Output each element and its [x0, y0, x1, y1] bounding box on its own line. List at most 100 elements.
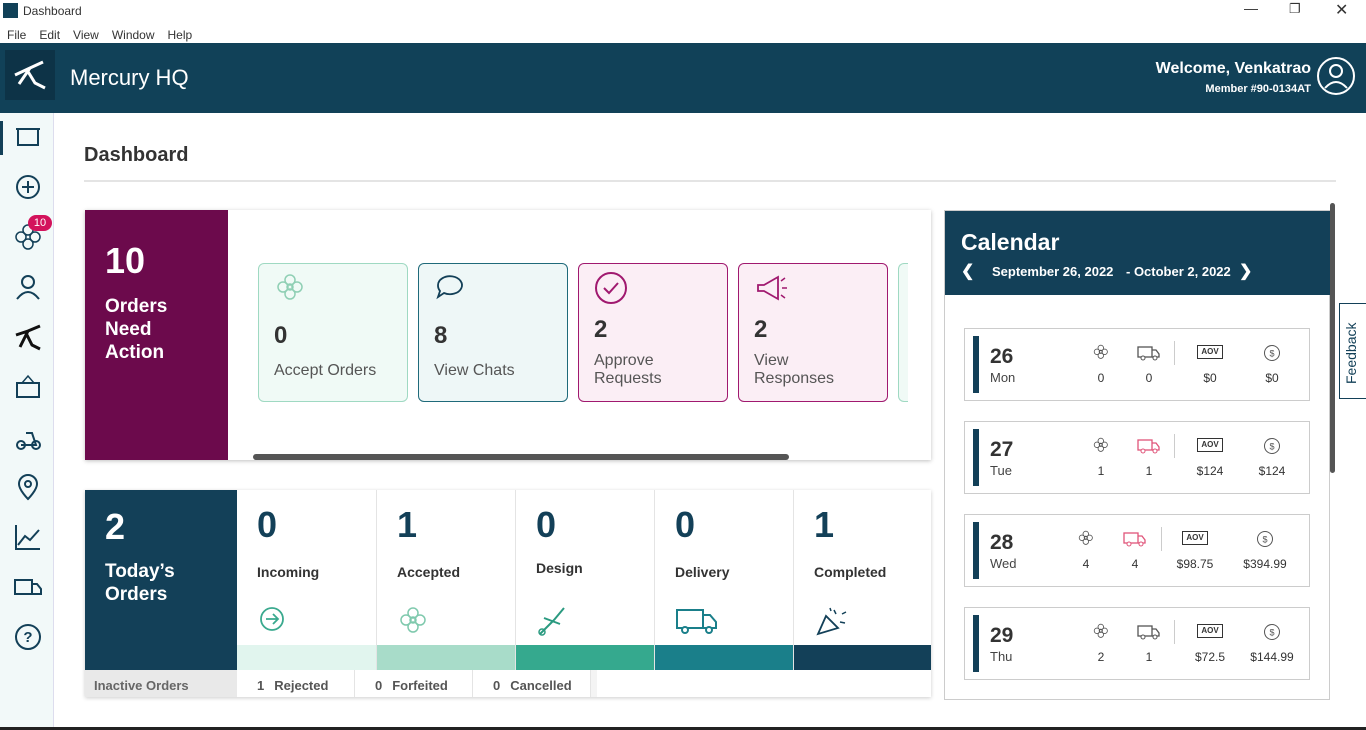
nav-icon[interactable]: [12, 321, 44, 358]
stage-label: Design: [536, 560, 583, 576]
inactive-item[interactable]: 0 Cancelled: [473, 670, 591, 697]
day-revenue: $124: [1258, 464, 1286, 478]
inactive-count: 0: [493, 678, 501, 693]
stage-label: Accepted: [397, 564, 461, 580]
day-bar: [973, 429, 979, 486]
tile-partial: [898, 263, 908, 402]
calendar-day[interactable]: 28 Wed AOV $4 4 $98.75 $394.99: [964, 514, 1310, 587]
stage-bar: [794, 645, 931, 670]
user-icon[interactable]: [1316, 56, 1356, 96]
stage-icon: [397, 604, 429, 641]
action-panel: 10 Orders Need Action 0 Accept Orders 8 Vie…: [85, 210, 931, 460]
nav-icon[interactable]: [12, 371, 44, 408]
aov-icon: AOV: [1197, 438, 1223, 452]
inactive-row: Inactive Orders: [85, 670, 237, 697]
nav-icon[interactable]: ?: [12, 621, 44, 658]
day-deliveries: 1: [1145, 650, 1153, 664]
day-aov: $98.75: [1176, 557, 1214, 571]
divider: [1174, 620, 1175, 644]
menu-item[interactable]: File: [7, 28, 27, 42]
range-start: September 26, 2022: [992, 264, 1114, 279]
action-tile[interactable]: 8 View Chats: [418, 263, 568, 402]
window-title: Dashboard: [23, 4, 82, 18]
menu-item[interactable]: Window: [111, 28, 155, 42]
day-date: 26: [990, 345, 1014, 368]
stage[interactable]: 0 Delivery: [654, 490, 794, 670]
restore[interactable]: ❐: [1289, 1, 1301, 16]
day-weekday: Tue: [990, 463, 1012, 478]
tile-icon: [754, 271, 788, 310]
close[interactable]: ✕: [1335, 2, 1349, 19]
stage-label: Incoming: [257, 564, 320, 580]
calendar-day[interactable]: 26 Mon AOV $0 0 $0 $0: [964, 328, 1310, 401]
welcome: Welcome, Venkatrao: [1155, 60, 1311, 77]
day-bar: [973, 522, 979, 579]
minimize[interactable]: —: [1244, 0, 1258, 16]
stage-icon: [257, 604, 287, 639]
day-weekday: Wed: [990, 556, 1017, 571]
calendar-day[interactable]: 27 Tue AOV $1 1 $124 $124: [964, 421, 1310, 494]
tile-label: View Chats: [434, 362, 515, 379]
menu-item[interactable]: Edit: [39, 28, 61, 42]
app-icon: [3, 3, 18, 18]
aov-icon: AOV: [1197, 624, 1223, 638]
stage[interactable]: 1 Completed: [793, 490, 931, 670]
calendar-header: Calendar ❮ September 26, 2022 - October …: [945, 211, 1331, 295]
calendar-day[interactable]: 29 Thu AOV $2 1 $72.5 $144.99: [964, 607, 1310, 680]
orders-icon: [1092, 436, 1110, 456]
day-revenue: $394.99: [1243, 557, 1287, 571]
next-week[interactable]: ❯: [1239, 263, 1253, 280]
stage[interactable]: 0 Incoming: [237, 490, 376, 670]
day-weekday: Mon: [990, 370, 1016, 385]
day-date: 28: [990, 531, 1014, 554]
stage[interactable]: 0 Design: [515, 490, 655, 670]
header: Mercury HQ Welcome, Venkatrao Member #90…: [0, 43, 1366, 113]
day-orders: 2: [1097, 650, 1105, 664]
menu-item[interactable]: View: [73, 28, 99, 42]
action-tile[interactable]: 2 View Responses: [738, 263, 888, 402]
inactive-item[interactable]: 0 Forfeited: [355, 670, 473, 697]
tile-count: 2: [754, 316, 768, 343]
day-date: 27: [990, 438, 1014, 461]
inactive-item[interactable]: 1 Rejected: [237, 670, 355, 697]
action-tile[interactable]: 0 Accept Orders: [258, 263, 408, 402]
day-orders: 4: [1082, 557, 1090, 571]
day-deliveries: 1: [1145, 464, 1153, 478]
menu-bar: File Edit View Window Help: [7, 26, 205, 44]
nav-icon[interactable]: [12, 271, 44, 308]
stage-icon: [814, 604, 850, 643]
divider: [1161, 527, 1162, 551]
inactive-count: 1: [257, 678, 265, 693]
nav-icon[interactable]: [12, 171, 44, 208]
feedback-label: Feedback: [1343, 322, 1359, 384]
nav-icon[interactable]: [12, 121, 44, 158]
action-tile[interactable]: 2 Approve Requests: [578, 263, 728, 402]
scrollbar[interactable]: [253, 454, 789, 460]
stage-bar: [655, 645, 794, 670]
day-aov: $72.5: [1194, 650, 1226, 664]
nav-icon[interactable]: [12, 521, 44, 558]
svg-text:?: ?: [23, 629, 32, 646]
prev-week[interactable]: ❮: [961, 263, 975, 280]
nav-icon[interactable]: [12, 421, 44, 458]
divider: [84, 180, 1336, 182]
day-aov: $124: [1196, 464, 1224, 478]
stage-count: 0: [675, 504, 696, 545]
stage-icon: [675, 604, 719, 641]
member-id: Member #90-0134AT: [1205, 83, 1311, 95]
calendar-scrollbar[interactable]: [1330, 203, 1335, 473]
delivery-icon: [1137, 344, 1161, 367]
feedback-tab[interactable]: Feedback: [1339, 303, 1366, 399]
nav-icon[interactable]: [12, 571, 44, 608]
svg-text:$: $: [1269, 628, 1274, 638]
stage[interactable]: 1 Accepted: [376, 490, 516, 670]
title-bar: Dashboard — ❐ ✕ File Edit View Window Help: [0, 0, 1366, 43]
aov-icon: AOV: [1182, 531, 1208, 545]
stage-count: 0: [257, 504, 278, 545]
today-label: Today’s Orders: [105, 561, 175, 605]
tile-count: 0: [274, 322, 288, 349]
delivery-icon: [1137, 437, 1161, 460]
tile-label: Approve Requests: [594, 352, 662, 387]
nav-icon[interactable]: [12, 471, 44, 508]
menu-item[interactable]: Help: [167, 28, 193, 42]
